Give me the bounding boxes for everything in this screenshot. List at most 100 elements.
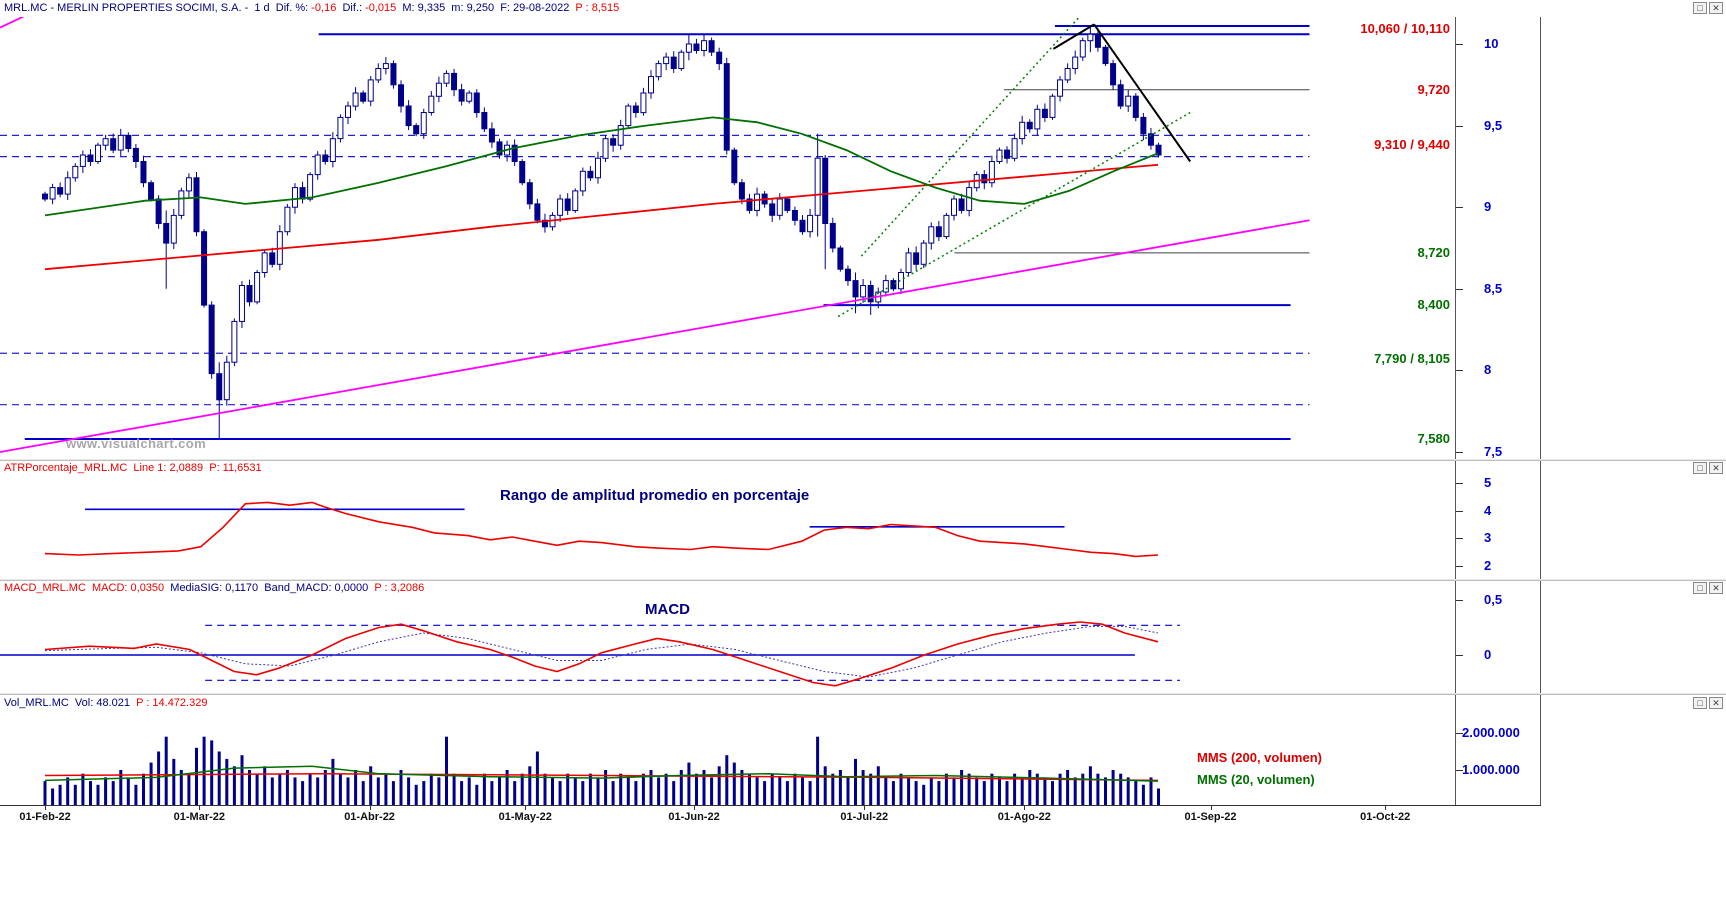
x-axis-tick — [1385, 805, 1387, 810]
x-axis-label: 01-Jun-22 — [668, 811, 720, 823]
header-text: ATRPorcentaje_MRL.MC — [4, 462, 134, 474]
panel-separator[interactable] — [0, 579, 1726, 581]
axis-outer-border — [1540, 17, 1541, 805]
header-text: Vol_MRL.MC — [4, 697, 75, 709]
maximize-button[interactable]: □ — [1693, 462, 1707, 474]
y-axis-label: 4 — [1484, 502, 1492, 518]
y-axis-tick — [1456, 538, 1463, 540]
y-axis-label: 8,5 — [1484, 280, 1503, 296]
y-axis-tick — [1456, 288, 1463, 290]
atr-panel-title: Rango de amplitud promedio en porcentaje — [500, 487, 810, 504]
x-axis-label: 01-Sep-22 — [1184, 811, 1237, 823]
main-panel-header: MRL.MC - MERLIN PROPERTIES SOCIMI, S.A. … — [4, 2, 619, 14]
price-level-label: 8,400 — [1417, 297, 1450, 313]
volume-mms20-line — [44, 765, 1159, 782]
y-axis-tick — [1456, 600, 1463, 601]
header-text: -0,16 — [311, 2, 337, 14]
support-resistance-levels — [0, 25, 1310, 440]
close-button[interactable]: ✕ — [1709, 697, 1723, 709]
main-price-chart[interactable] — [0, 17, 1455, 459]
x-axis-label: 01-Feb-22 — [19, 811, 71, 823]
header-text: P : 3,2086 — [374, 582, 425, 594]
volume-panel-window-buttons: □ ✕ — [1693, 697, 1723, 709]
x-axis-label: 01-Jul-22 — [840, 811, 889, 823]
macd-panel-header: MACD_MRL.MC MACD: 0,0350 MediaSIG: 0,117… — [4, 582, 424, 594]
y-axis-tick — [1456, 452, 1463, 453]
x-axis-label: 01-May-22 — [498, 811, 552, 823]
trendlines — [0, 17, 1310, 453]
header-text: P : 14.472.329 — [136, 697, 208, 709]
y-axis-tick — [1456, 770, 1463, 771]
x-axis-tick — [864, 805, 866, 810]
close-button[interactable]: ✕ — [1709, 462, 1723, 474]
macd-panel-title: MACD — [645, 601, 690, 618]
header-text: MRL.MC - MERLIN PROPERTIES SOCIMI, S.A. … — [4, 2, 312, 14]
y-axis-tick — [1456, 655, 1463, 656]
header-text: Vol: 48.021 — [74, 697, 137, 709]
main-panel-window-buttons: □ ✕ — [1693, 2, 1723, 14]
y-axis-tick — [1456, 733, 1463, 734]
y-axis-label: 5 — [1484, 475, 1492, 490]
ma-100-line — [44, 116, 1159, 217]
y-axis-tick — [1456, 125, 1463, 127]
header-text: M: 9,335 m: 9,250 F: 29-08-2022 — [396, 2, 576, 14]
x-axis-tick — [369, 805, 371, 810]
macd-chart[interactable] — [0, 596, 1455, 693]
maximize-button[interactable]: □ — [1693, 2, 1707, 14]
header-text: -0,015 — [365, 2, 397, 14]
x-axis-label: 01-Abr-22 — [344, 811, 395, 823]
watermark: www.visualchart.com — [66, 436, 207, 451]
header-text: MediaSIG: 0,1170 — [170, 582, 265, 594]
close-button[interactable]: ✕ — [1709, 2, 1723, 14]
close-button[interactable]: ✕ — [1709, 582, 1723, 594]
volume-chart[interactable] — [0, 711, 1455, 805]
y-axis-label: 7,5 — [1484, 444, 1503, 459]
panel-separator[interactable] — [0, 459, 1726, 461]
volume-panel-header: Vol_MRL.MC Vol: 48.021 P : 14.472.329 — [4, 697, 207, 709]
y-axis-tick — [1456, 566, 1463, 568]
time-axis-line — [0, 805, 1541, 806]
panel-separator[interactable] — [0, 693, 1726, 695]
x-axis-tick — [694, 805, 696, 810]
header-text: MACD: 0,0350 — [92, 582, 171, 594]
y-axis-label: 9 — [1484, 199, 1492, 215]
maximize-button[interactable]: □ — [1693, 582, 1707, 594]
atr-panel-window-buttons: □ ✕ — [1693, 462, 1723, 474]
y-axis-tick — [1456, 483, 1463, 484]
x-axis-tick — [525, 805, 527, 810]
header-text: P : 8,515 — [575, 2, 620, 14]
candlestick-layer — [42, 26, 1162, 439]
header-text: Line 1: 2,0889 — [133, 462, 210, 474]
y-axis-tick — [1456, 510, 1463, 512]
price-level-label: 8,720 — [1417, 244, 1450, 260]
atr-chart[interactable] — [0, 476, 1455, 579]
atr-panel-header: ATRPorcentaje_MRL.MC Line 1: 2,0889 P: 1… — [4, 462, 262, 474]
ma-200-line — [44, 163, 1159, 271]
volume-mms200-line — [44, 772, 1159, 782]
price-level-label: 9,720 — [1417, 81, 1450, 97]
y-axis-label: 9,5 — [1484, 117, 1503, 133]
maximize-button[interactable]: □ — [1693, 697, 1707, 709]
header-text: Band_MACD: 0,0000 — [264, 582, 375, 594]
y-axis-label: 10 — [1484, 36, 1499, 51]
y-axis-label: 8 — [1484, 362, 1492, 378]
y-axis-tick — [1456, 44, 1463, 45]
volume-ma-legend: MMS (200, volumen) — [1197, 750, 1322, 765]
y-axis-label: 3 — [1484, 530, 1492, 546]
y-axis-label: 2.000.000 — [1462, 725, 1520, 740]
x-axis-tick — [1210, 805, 1212, 810]
y-axis-label: 0 — [1484, 647, 1492, 662]
volume-bars — [43, 736, 1160, 805]
x-axis-label: 01-Mar-22 — [173, 811, 225, 823]
x-axis-label: 01-Oct-22 — [1360, 811, 1411, 823]
price-level-label: 7,790 / 8,105 — [1374, 350, 1450, 366]
header-text: MACD_MRL.MC — [4, 582, 93, 594]
price-axis-border — [1455, 17, 1456, 805]
y-axis-label: 1.000.000 — [1462, 762, 1520, 777]
price-level-label: 10,060 / 10,110 — [1360, 21, 1450, 37]
macd-signal-line — [44, 625, 1159, 678]
y-axis-label: 2 — [1484, 558, 1492, 574]
x-axis-tick — [45, 805, 47, 810]
